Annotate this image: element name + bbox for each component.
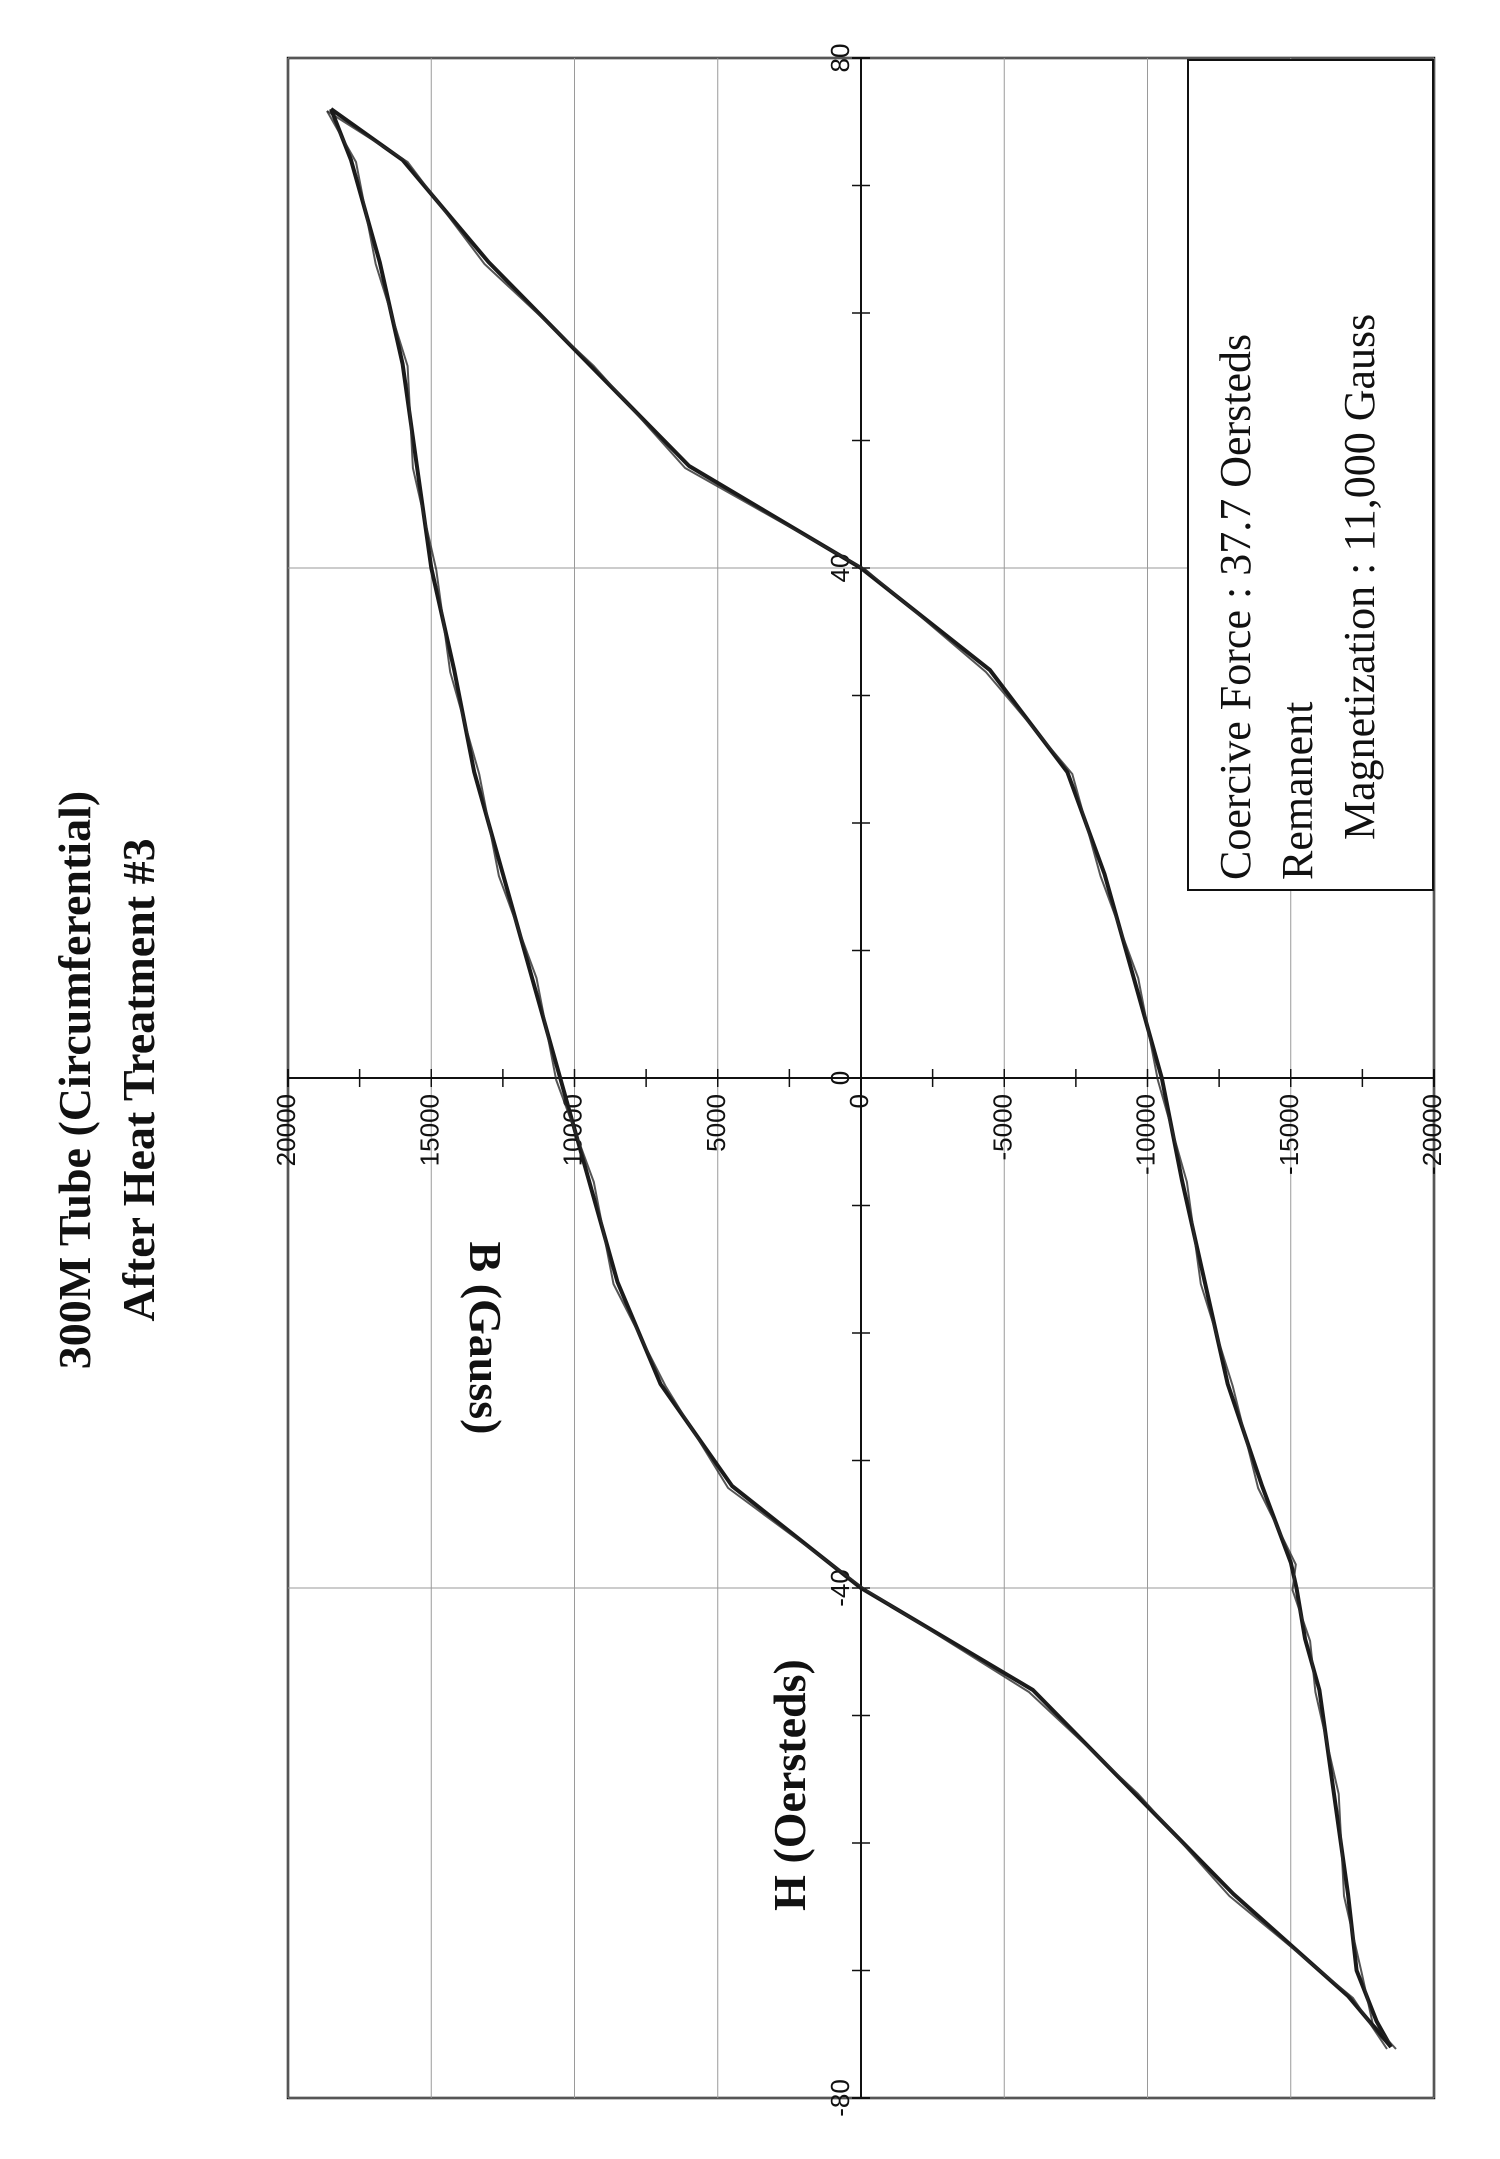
y-axis-label: B (Gauss) (460, 1242, 511, 1435)
annotation-border (1187, 59, 1434, 891)
series-ascending-line-overlay (326, 110, 1388, 2050)
x-tick-label: -40 (825, 1569, 855, 1607)
y-tick-label: 5000 (701, 1094, 731, 1152)
annotation-line-3: Magnetization : 11,000 Gauss (1335, 314, 1384, 840)
annotation-line-2: Remanent (1273, 702, 1322, 880)
y-tick-label: -20000 (1417, 1094, 1447, 1175)
annotation-line-1: Coercive Force : 37.7 Oersteds (1211, 334, 1260, 880)
x-tick-label: 80 (825, 44, 855, 73)
y-tick-label: 15000 (414, 1094, 444, 1166)
x-tick-label: 40 (825, 554, 855, 583)
x-tick-label: -80 (825, 2079, 855, 2117)
chart-subtitle: After Heat Treatment #3 (113, 838, 164, 1321)
y-tick-label: -10000 (1131, 1094, 1161, 1175)
x-tick-label: 0 (825, 1071, 855, 1085)
chart-title-group: 300M Tube (Circumferential) After Heat T… (49, 791, 164, 1369)
series-descending-line-overlay (326, 110, 1397, 2050)
y-tick-label: 0 (844, 1094, 874, 1108)
annotation-box: Coercive Force : 37.7 Oersteds Remanent … (1187, 59, 1434, 891)
y-tick-label: -15000 (1274, 1094, 1304, 1175)
chart-title: 300M Tube (Circumferential) (49, 791, 100, 1369)
x-axis-label: H (Oersteds) (764, 1659, 815, 1911)
y-tick-label: 20000 (271, 1094, 301, 1166)
y-tick-label: -5000 (987, 1094, 1017, 1161)
